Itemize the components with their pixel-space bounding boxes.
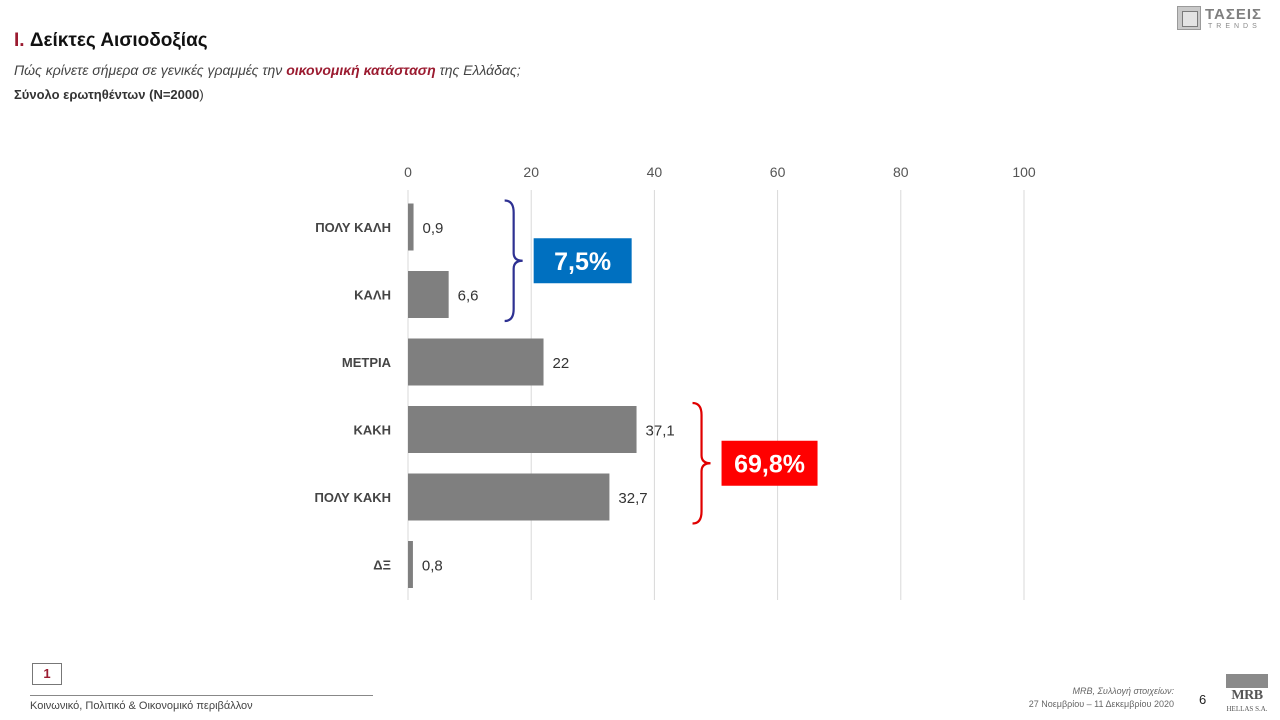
annotation-label-1: 69,8% [734,450,805,478]
category-label-3: ΚΑΚΗ [353,423,391,438]
value-label-0: 0,9 [423,220,444,237]
page-number: 6 [1199,692,1207,707]
question-highlight: οικονομική κατάσταση [286,62,436,78]
x-tick-label-0: 0 [404,164,412,180]
annotation-box-0 [533,238,632,284]
annotation-label-0: 7,5% [554,248,611,276]
category-label-4: ΠΟΛΥ ΚΑΚΗ [315,490,391,505]
category-label-0: ΠΟΛΥ ΚΑΛΗ [315,220,391,235]
x-tick-label-40: 40 [647,164,663,180]
tasis-logo-sub: TRENDS [1208,23,1261,30]
value-label-2: 22 [553,355,570,372]
value-label-3: 37,1 [646,423,675,440]
tasis-logo-icon [1177,6,1201,30]
x-tick-label-60: 60 [770,164,786,180]
title-text: Δείκτες Αισιοδοξίας [24,30,208,51]
mrb-logo: MRB HELLAS S.A. [1226,674,1268,716]
x-tick-label-100: 100 [1012,164,1036,180]
mrb-logo-sub: HELLAS S.A. [1226,705,1268,713]
annotation-box-1 [721,440,818,486]
mrb-logo-icon [1226,674,1268,688]
section-number-box: 1 [32,663,62,685]
footer-source: MRB, Συλλογή στοιχείων: [1072,686,1174,696]
brace-0 [504,199,523,323]
x-tick-label-20: 20 [523,164,539,180]
tasis-logo: ΤΑΣΕΙΣ TRENDS [1177,6,1267,32]
footer-divider [30,695,373,696]
title-number: I. [14,30,25,51]
bar-4 [408,473,610,521]
bar-2 [408,338,544,386]
question-text: Πώς κρίνετε σήμερα σε γενικές γραμμές τη… [14,62,521,78]
sample-base-text: Σύνολο ερωτηθέντων (N=2000 [14,87,200,102]
footer-section: Κοινωνικό, Πολιτικό & Οικονομικό περιβάλ… [30,700,253,712]
category-label-5: ΔΞ [373,558,391,573]
x-tick-label-80: 80 [893,164,909,180]
sample-base: Σύνολο ερωτηθέντων (N=2000) [14,87,204,102]
tasis-logo-name: ΤΑΣΕΙΣ [1205,6,1263,23]
value-label-5: 0,8 [422,558,443,575]
question-post: της Ελλάδας; [435,62,521,78]
question-pre: Πώς κρίνετε σήμερα σε γενικές γραμμές τη… [14,62,287,78]
bar-3 [408,406,637,453]
category-label-1: ΚΑΛΗ [354,288,391,303]
category-label-2: ΜΕΤΡΙΑ [342,355,392,370]
value-label-4: 32,7 [618,490,647,507]
mrb-logo-name: MRB [1231,688,1263,703]
bar-1 [408,271,449,318]
footer-dates: 27 Νοεμβρίου – 11 Δεκεμβρίου 2020 [1028,699,1174,709]
bar-5 [408,541,413,588]
value-label-1: 6,6 [458,288,479,305]
bar-0 [408,203,414,251]
sample-base-paren: ) [199,87,204,102]
slide-title: I. Δείκτες Αισιοδοξίας [14,30,208,52]
brace-1 [692,401,711,525]
